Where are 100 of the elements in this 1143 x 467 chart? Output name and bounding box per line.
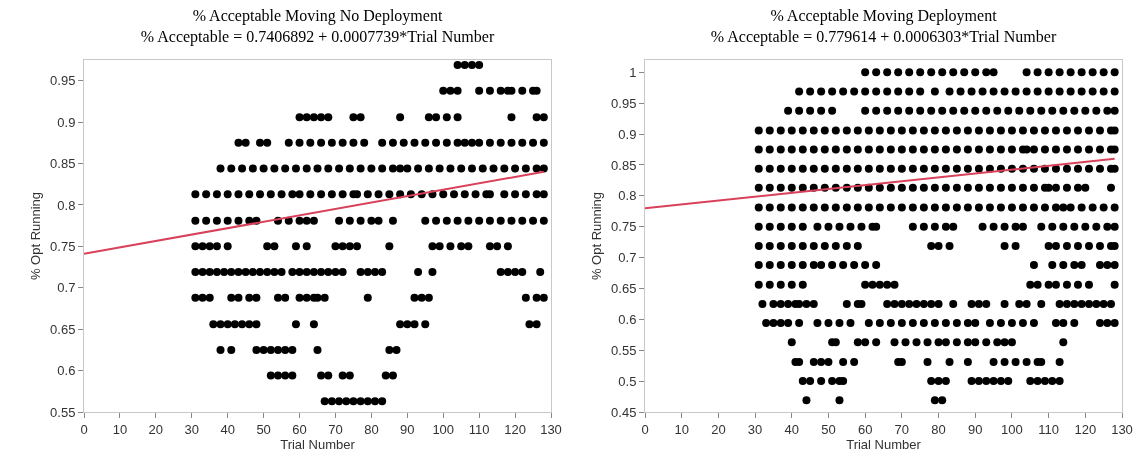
point bbox=[1007, 319, 1016, 328]
point bbox=[798, 241, 807, 250]
point bbox=[1110, 261, 1119, 270]
chart-title: % Acceptable Moving No Deployment bbox=[192, 7, 443, 26]
x-axis-title: Trial Number bbox=[846, 437, 922, 453]
point bbox=[191, 216, 200, 225]
point bbox=[234, 190, 243, 199]
point bbox=[1000, 357, 1009, 366]
point bbox=[1110, 280, 1119, 289]
point bbox=[1022, 299, 1031, 308]
point bbox=[370, 397, 379, 406]
point bbox=[536, 268, 545, 277]
point bbox=[327, 138, 336, 147]
point bbox=[798, 203, 807, 212]
point bbox=[435, 242, 444, 251]
point bbox=[787, 183, 796, 192]
point bbox=[209, 320, 218, 329]
point bbox=[960, 106, 969, 115]
point bbox=[302, 293, 311, 302]
point bbox=[1018, 319, 1027, 328]
point bbox=[1000, 241, 1009, 250]
point bbox=[787, 203, 796, 212]
point bbox=[335, 216, 344, 225]
point bbox=[496, 216, 505, 225]
point bbox=[985, 126, 994, 135]
point bbox=[309, 216, 318, 225]
point bbox=[1070, 106, 1079, 115]
point bbox=[1099, 68, 1108, 77]
point bbox=[453, 113, 462, 122]
point bbox=[897, 145, 906, 154]
point bbox=[883, 106, 892, 115]
point bbox=[317, 113, 326, 122]
point bbox=[320, 397, 329, 406]
point bbox=[460, 138, 469, 147]
point bbox=[1110, 222, 1119, 231]
point bbox=[850, 261, 859, 270]
point bbox=[467, 164, 476, 173]
point bbox=[388, 371, 397, 380]
point bbox=[905, 68, 914, 77]
point bbox=[342, 397, 351, 406]
point bbox=[1026, 377, 1035, 386]
point bbox=[919, 203, 928, 212]
point bbox=[798, 145, 807, 154]
x-tick-label: 40 bbox=[220, 421, 235, 437]
point bbox=[1007, 126, 1016, 135]
point bbox=[949, 106, 958, 115]
point bbox=[897, 126, 906, 135]
point bbox=[941, 319, 950, 328]
point bbox=[927, 299, 936, 308]
point bbox=[787, 261, 796, 270]
point bbox=[500, 190, 509, 199]
point bbox=[945, 241, 954, 250]
point bbox=[982, 68, 991, 77]
point bbox=[428, 268, 437, 277]
point bbox=[1018, 222, 1027, 231]
point bbox=[1018, 183, 1027, 192]
point bbox=[985, 183, 994, 192]
x-tick-label: 80 bbox=[931, 421, 946, 437]
point bbox=[1022, 68, 1031, 77]
chart-subtitle: % Acceptable = 0.779614 + 0.0006303*Trial Number bbox=[710, 27, 1057, 46]
point bbox=[281, 164, 290, 173]
point bbox=[503, 268, 512, 277]
point bbox=[923, 338, 932, 347]
point bbox=[424, 293, 433, 302]
point bbox=[1095, 241, 1104, 250]
point bbox=[934, 299, 943, 308]
point bbox=[960, 68, 969, 77]
point bbox=[941, 338, 950, 347]
point bbox=[974, 164, 983, 173]
y-tick-label: 0.85 bbox=[611, 157, 637, 173]
point bbox=[263, 242, 272, 251]
point bbox=[806, 377, 815, 386]
point bbox=[919, 299, 928, 308]
point bbox=[802, 299, 811, 308]
point bbox=[234, 293, 243, 302]
point bbox=[360, 138, 369, 147]
point bbox=[223, 242, 232, 251]
point bbox=[453, 216, 462, 225]
point bbox=[446, 86, 455, 95]
point bbox=[223, 216, 232, 225]
point bbox=[864, 319, 873, 328]
point bbox=[1051, 203, 1060, 212]
point bbox=[857, 222, 866, 231]
y-tick-label: 0.8 bbox=[57, 197, 76, 213]
point bbox=[227, 164, 236, 173]
point bbox=[1059, 106, 1068, 115]
point bbox=[930, 126, 939, 135]
point bbox=[853, 241, 862, 250]
point bbox=[1092, 106, 1101, 115]
point bbox=[798, 164, 807, 173]
y-tick-label: 0.95 bbox=[611, 95, 637, 111]
point bbox=[974, 203, 983, 212]
point bbox=[356, 216, 365, 225]
point bbox=[252, 320, 261, 329]
point bbox=[388, 164, 397, 173]
point bbox=[442, 113, 451, 122]
point bbox=[1055, 299, 1064, 308]
point bbox=[787, 338, 796, 347]
point bbox=[754, 126, 763, 135]
point bbox=[1033, 87, 1042, 96]
